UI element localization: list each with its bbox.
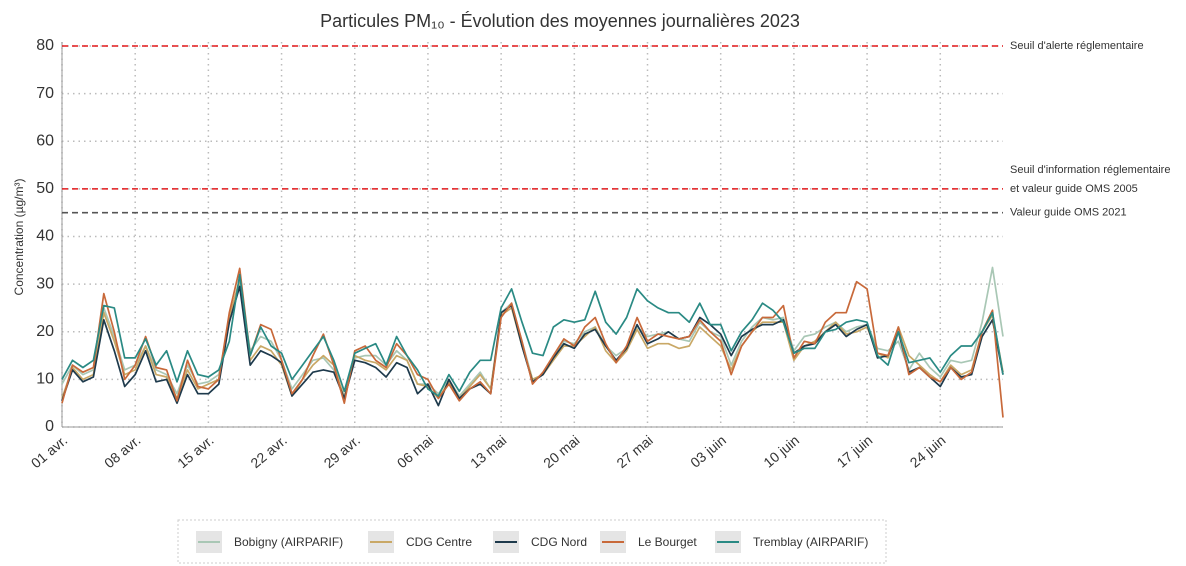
x-tick-label: 17 juin <box>833 432 875 471</box>
legend-label: CDG Nord <box>531 535 587 549</box>
x-tick-label: 01 avr. <box>28 432 70 471</box>
x-tick-label: 22 avr. <box>247 432 289 471</box>
legend-label: Le Bourget <box>638 535 697 549</box>
reference-label: et valeur guide OMS 2005 <box>1010 183 1138 195</box>
y-axis-label: Concentration (µg/m³) <box>12 179 26 296</box>
y-tick-label: 80 <box>36 37 54 54</box>
reference-label: Valeur guide OMS 2021 <box>1010 207 1127 219</box>
legend-box <box>177 519 887 564</box>
legend-label: Tremblay (AIRPARIF) <box>753 535 868 549</box>
x-tick-label: 08 avr. <box>101 432 143 471</box>
series-line <box>61 267 1004 418</box>
x-tick-label: 15 avr. <box>174 432 216 471</box>
y-tick-label: 40 <box>36 228 54 245</box>
legend-label: Bobigny (AIRPARIF) <box>234 535 343 549</box>
y-tick-label: 30 <box>36 275 54 292</box>
legend-label: CDG Centre <box>406 535 472 549</box>
y-tick-label: 70 <box>36 85 54 102</box>
x-tick-label: 06 mai <box>394 432 436 471</box>
x-tick-label: 03 juin <box>687 432 729 471</box>
y-tick-label: 10 <box>36 371 54 388</box>
x-tick-label: 13 mai <box>467 432 509 471</box>
y-tick-label: 20 <box>36 323 54 340</box>
series-line <box>61 273 1004 397</box>
x-tick-label: 24 juin <box>907 432 949 471</box>
x-tick-label: 20 mai <box>540 432 582 471</box>
x-tick-label: 10 juin <box>760 432 802 471</box>
chart-title: Particules PM₁₀ - Évolution des moyennes… <box>320 11 800 31</box>
y-tick-label: 0 <box>45 418 54 435</box>
x-tick-label: 29 avr. <box>321 432 363 471</box>
y-tick-label: 60 <box>36 132 54 149</box>
y-tick-label: 50 <box>36 180 54 197</box>
reference-label: Seuil d'information réglementaire <box>1010 164 1170 176</box>
x-tick-label: 27 mai <box>613 432 655 471</box>
reference-label: Seuil d'alerte réglementaire <box>1010 40 1144 52</box>
